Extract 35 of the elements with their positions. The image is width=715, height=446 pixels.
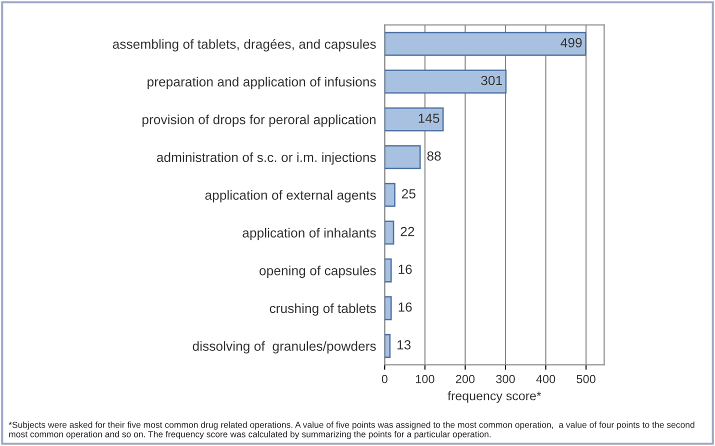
y-tick-label: application of inhalants [242,228,376,240]
y-tick-label: application of external agents [205,190,376,202]
data-label: 145 [418,114,440,123]
data-label: 301 [481,76,502,86]
bar [384,145,421,170]
y-tick-label: preparation and application of infusions [148,76,376,90]
x-tick-label: 0 [382,374,388,384]
y-tick-label: assembling of tablets, dragées, and capsules [112,39,376,52]
x-tick-label: 100 [416,374,434,384]
bar [384,296,392,320]
data-label: 499 [560,38,582,48]
bar [384,182,396,207]
bar [384,70,507,94]
data-label: 16 [398,302,412,312]
data-label: 13 [397,340,411,350]
y-tick-label: crushing of tablets [270,303,376,316]
x-axis-title: frequency score* [448,391,542,403]
data-label: 22 [400,226,414,236]
y-tick-label: provision of drops for peroral application [142,114,376,127]
x-tick-label: 400 [536,374,556,384]
y-tick-label: dissolving of granules/powders [192,341,376,354]
x-tick-label: 500 [576,374,596,384]
bar [384,220,394,245]
y-tick-label: administration of s.c. or i.m. injections [156,152,376,165]
bar [384,258,392,282]
y-tick-label: opening of capsules [260,266,376,278]
data-label: 16 [398,264,412,274]
data-label: 25 [402,189,416,198]
bar [384,32,586,56]
x-tick-label: 200 [456,374,475,384]
data-label: 88 [427,151,441,161]
bar [384,107,444,132]
x-tick-label: 300 [496,374,515,384]
text: *Subjects were asked for their five most common drug related operations. A value of five points was assigned to the most common operation, a value of four points to the second most common operation and so on. The frequency score was calculated by summarizing the points for a particular operation. [8,421,694,440]
bar [384,334,391,358]
